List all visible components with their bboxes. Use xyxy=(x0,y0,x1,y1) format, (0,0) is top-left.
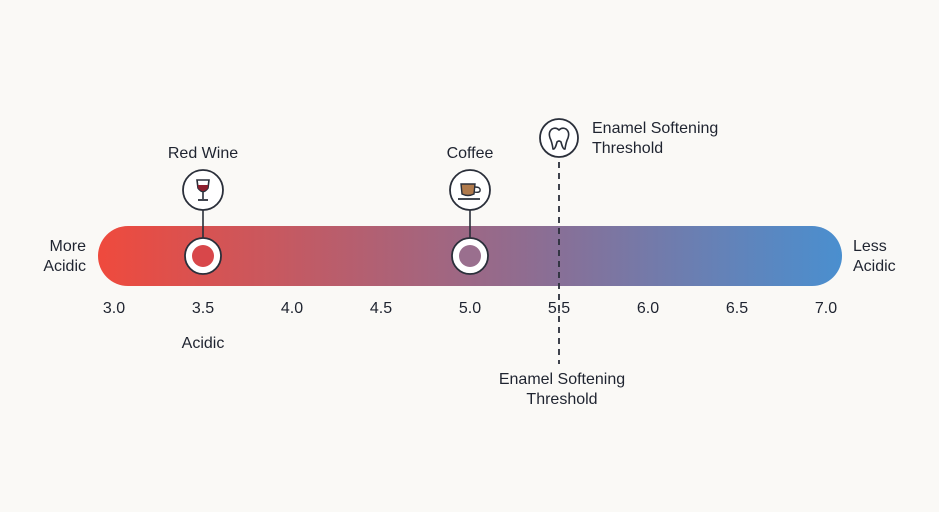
tick-label: 3.5 xyxy=(191,300,215,317)
wine-glass-icon xyxy=(196,179,210,201)
tick-label: 7.0 xyxy=(814,300,838,317)
coffee-cup-icon xyxy=(458,183,481,200)
threshold-top-label: Enamel Softening Threshold xyxy=(592,120,719,157)
threshold-bottom-label: Enamel Softening Threshold xyxy=(498,371,626,408)
more-acidic-label: More Acidic xyxy=(43,238,86,275)
tick-label: 6.5 xyxy=(725,300,749,317)
marker-red-wine xyxy=(182,169,224,275)
marker-label: Coffee xyxy=(446,145,494,162)
marker-dot-fill xyxy=(459,245,481,267)
tick-label: 4.5 xyxy=(369,300,393,317)
tick-label: 5.0 xyxy=(458,300,482,317)
acidic-note-label: Acidic xyxy=(181,335,225,352)
marker-label: Red Wine xyxy=(167,145,239,162)
marker-dot-fill xyxy=(192,245,214,267)
tick-label: 5.5 xyxy=(547,300,571,317)
tick-label: 6.0 xyxy=(636,300,660,317)
tick-label: 4.0 xyxy=(280,300,304,317)
tick-label: 3.0 xyxy=(102,300,126,317)
tooth-icon xyxy=(539,118,579,158)
marker-coffee xyxy=(449,169,491,275)
less-acidic-label: Less Acidic xyxy=(853,238,896,275)
